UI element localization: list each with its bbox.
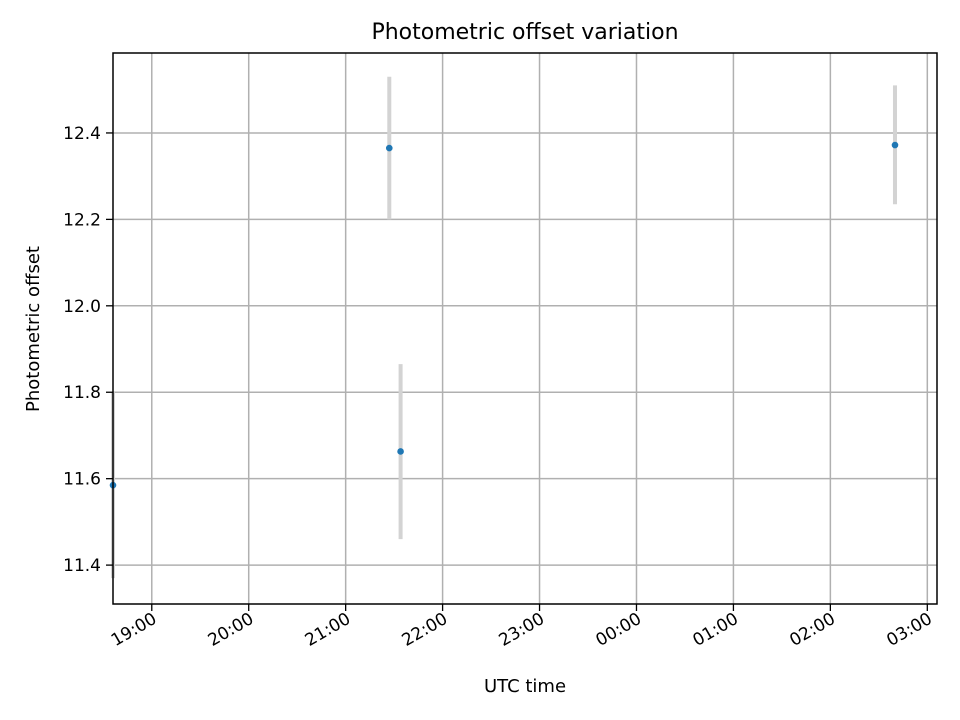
x-tick-label: 02:00 xyxy=(786,609,838,651)
data-point xyxy=(385,144,393,152)
grid-lines xyxy=(113,53,937,604)
y-tick-label: 12.0 xyxy=(63,297,101,317)
x-axis-label: UTC time xyxy=(484,676,566,697)
x-tick-label: 23:00 xyxy=(496,609,548,651)
data-points xyxy=(109,141,899,489)
error-bars xyxy=(111,76,897,579)
x-tick-label: 20:00 xyxy=(205,609,257,651)
plot-frame xyxy=(112,52,938,605)
x-axis-ticks: 19:00 20:00 21:00 22:00 23:00 00:00 01:00 02:00… xyxy=(108,604,936,651)
y-tick-label: 12.4 xyxy=(63,124,101,144)
y-tick-label: 11.8 xyxy=(63,383,101,403)
x-tick-label: 00:00 xyxy=(593,609,645,651)
y-axis-label: Photometric offset xyxy=(23,246,44,412)
y-axis-ticks: 11.4 11.6 11.8 12.0 12.2 12.4 xyxy=(63,124,113,576)
data-point xyxy=(891,141,899,149)
x-tick-label: 21:00 xyxy=(302,609,354,651)
y-tick-label: 11.6 xyxy=(63,470,101,490)
y-tick-label: 11.4 xyxy=(63,556,101,576)
x-tick-label: 03:00 xyxy=(883,609,935,651)
x-tick-label: 22:00 xyxy=(399,609,451,651)
y-tick-label: 12.2 xyxy=(63,210,101,230)
x-tick-label: 01:00 xyxy=(689,609,741,651)
chart-title: Photometric offset variation xyxy=(371,20,678,45)
x-tick-label: 19:00 xyxy=(108,609,160,651)
data-point xyxy=(397,448,404,455)
